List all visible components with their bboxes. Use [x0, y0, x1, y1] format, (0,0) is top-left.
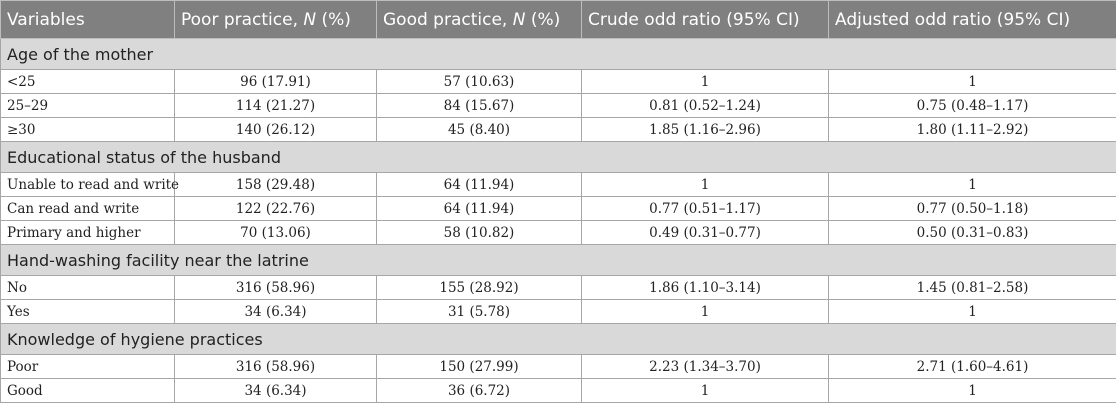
adjusted-or-cell: 1 — [828, 378, 1116, 403]
poor-practice-cell: 316 (58.96) — [174, 354, 377, 379]
adjusted-or-cell: 2.71 (1.60–4.61) — [828, 354, 1116, 379]
row-label: Good — [0, 378, 175, 403]
adjusted-or-cell: 0.77 (0.50–1.18) — [828, 196, 1116, 221]
section-title: Educational status of the husband — [0, 141, 1116, 173]
row-label: Unable to read and write — [0, 172, 179, 197]
row-label: <25 — [0, 69, 175, 94]
row-label: Yes — [0, 299, 175, 324]
good-practice-cell: 155 (28.92) — [376, 275, 582, 300]
header-good-practice: Good practice, N (%) — [376, 0, 582, 39]
crude-or-cell: 0.77 (0.51–1.17) — [581, 196, 829, 221]
section-title: Age of the mother — [0, 38, 1116, 70]
poor-practice-cell: 70 (13.06) — [174, 220, 377, 245]
crude-or-cell: 0.49 (0.31–0.77) — [581, 220, 829, 245]
adjusted-or-cell: 1.80 (1.11–2.92) — [828, 117, 1116, 142]
crude-or-cell: 1 — [581, 378, 829, 403]
section-title: Hand-washing facility near the latrine — [0, 244, 1116, 276]
section-row: Knowledge of hygiene practices — [0, 323, 1116, 355]
header-variables: Variables — [0, 0, 175, 39]
row-label: ≥30 — [0, 117, 175, 142]
header-poor-practice: Poor practice, N (%) — [174, 0, 377, 39]
table-row: Unable to read and write 158 (29.48) 64 … — [0, 172, 1116, 197]
good-practice-cell: 64 (11.94) — [376, 196, 582, 221]
poor-practice-cell: 316 (58.96) — [174, 275, 377, 300]
table-row: Primary and higher 70 (13.06) 58 (10.82)… — [0, 220, 1116, 245]
table-row: ≥30 140 (26.12) 45 (8.40) 1.85 (1.16–2.9… — [0, 117, 1116, 142]
good-practice-cell: 64 (11.94) — [376, 172, 582, 197]
poor-practice-cell: 158 (29.48) — [174, 172, 377, 197]
good-practice-cell: 150 (27.99) — [376, 354, 582, 379]
poor-practice-cell: 34 (6.34) — [174, 299, 377, 324]
section-title: Knowledge of hygiene practices — [0, 323, 1116, 355]
row-label: Primary and higher — [0, 220, 175, 245]
header-poor-n: N — [303, 9, 317, 30]
results-table: Variables Poor practice, N (%) Good prac… — [0, 0, 1116, 403]
adjusted-or-cell: 0.50 (0.31–0.83) — [828, 220, 1116, 245]
adjusted-or-cell: 1 — [828, 299, 1116, 324]
header-poor-prefix: Poor practice, — [181, 9, 304, 30]
good-practice-cell: 58 (10.82) — [376, 220, 582, 245]
poor-practice-cell: 96 (17.91) — [174, 69, 377, 94]
crude-or-cell: 1 — [581, 299, 829, 324]
crude-or-cell: 1 — [581, 69, 829, 94]
crude-or-cell: 2.23 (1.34–3.70) — [581, 354, 829, 379]
table-row: Yes 34 (6.34) 31 (5.78) 1 1 — [0, 299, 1116, 324]
header-good-pct: (%) — [525, 9, 561, 30]
crude-or-cell: 1.85 (1.16–2.96) — [581, 117, 829, 142]
good-practice-cell: 45 (8.40) — [376, 117, 582, 142]
section-row: Hand-washing facility near the latrine — [0, 244, 1116, 276]
table-row: Can read and write 122 (22.76) 64 (11.94… — [0, 196, 1116, 221]
header-crude-odds-ratio: Crude odd ratio (95% CI) — [581, 0, 829, 39]
section-row: Age of the mother — [0, 38, 1116, 70]
crude-or-cell: 1.86 (1.10–3.14) — [581, 275, 829, 300]
adjusted-or-cell: 1 — [828, 69, 1116, 94]
row-label: No — [0, 275, 175, 300]
section-row: Educational status of the husband — [0, 141, 1116, 173]
row-label: Can read and write — [0, 196, 175, 221]
header-row: Variables Poor practice, N (%) Good prac… — [0, 0, 1116, 39]
adjusted-or-cell: 0.75 (0.48–1.17) — [828, 93, 1116, 118]
header-poor-pct: (%) — [316, 9, 351, 30]
good-practice-cell: 36 (6.72) — [376, 378, 582, 403]
table-row: 25–29 114 (21.27) 84 (15.67) 0.81 (0.52–… — [0, 93, 1116, 118]
table-row: <25 96 (17.91) 57 (10.63) 1 1 — [0, 69, 1116, 94]
poor-practice-cell: 140 (26.12) — [174, 117, 377, 142]
crude-or-cell: 0.81 (0.52–1.24) — [581, 93, 829, 118]
good-practice-cell: 31 (5.78) — [376, 299, 582, 324]
table-row: No 316 (58.96) 155 (28.92) 1.86 (1.10–3.… — [0, 275, 1116, 300]
table-row: Poor 316 (58.96) 150 (27.99) 2.23 (1.34–… — [0, 354, 1116, 379]
adjusted-or-cell: 1.45 (0.81–2.58) — [828, 275, 1116, 300]
poor-practice-cell: 114 (21.27) — [174, 93, 377, 118]
header-good-n: N — [512, 9, 526, 30]
row-label: Poor — [0, 354, 175, 379]
good-practice-cell: 84 (15.67) — [376, 93, 582, 118]
row-label: 25–29 — [0, 93, 175, 118]
table-row: Good 34 (6.34) 36 (6.72) 1 1 — [0, 378, 1116, 403]
good-practice-cell: 57 (10.63) — [376, 69, 582, 94]
header-adjusted-odds-ratio: Adjusted odd ratio (95% CI) — [828, 0, 1116, 39]
poor-practice-cell: 122 (22.76) — [174, 196, 377, 221]
header-good-prefix: Good practice, — [383, 9, 513, 30]
crude-or-cell: 1 — [581, 172, 829, 197]
adjusted-or-cell: 1 — [828, 172, 1116, 197]
poor-practice-cell: 34 (6.34) — [174, 378, 377, 403]
